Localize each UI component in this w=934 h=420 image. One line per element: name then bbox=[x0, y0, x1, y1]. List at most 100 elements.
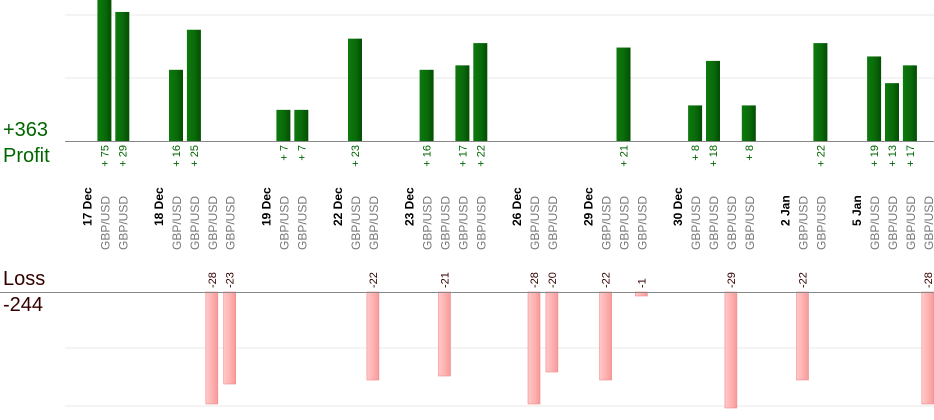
loss-value-label: -23 bbox=[225, 272, 237, 288]
loss-value-label: -28 bbox=[529, 272, 541, 288]
loss-bar bbox=[921, 291, 934, 405]
date-label: 18 Dec bbox=[152, 187, 166, 226]
loss-bar bbox=[796, 291, 809, 381]
pair-label: GBP/USD bbox=[188, 196, 202, 250]
pair-label: GBP/USD bbox=[349, 196, 363, 250]
loss-value-label: -28 bbox=[923, 272, 934, 288]
pair-label: GBP/USD bbox=[635, 196, 649, 250]
profit-bar bbox=[186, 29, 201, 141]
loss-bar bbox=[545, 291, 559, 373]
pair-label: GBP/USD bbox=[206, 196, 220, 250]
pair-label: GBP/USD bbox=[689, 196, 703, 250]
loss-bar bbox=[223, 291, 236, 385]
profit-label: Profit bbox=[3, 145, 50, 167]
pair-label: GBP/USD bbox=[618, 196, 632, 250]
pair-label: GBP/USD bbox=[725, 196, 739, 250]
loss-bar bbox=[366, 291, 380, 381]
loss-value-label: -28 bbox=[207, 272, 219, 288]
profit-value-label: + 8 bbox=[744, 145, 756, 161]
profit-bar bbox=[813, 43, 828, 141]
pair-label: GBP/USD bbox=[116, 196, 130, 250]
profit-bar bbox=[867, 56, 882, 142]
profit-bar bbox=[902, 65, 917, 141]
pair-label: GBP/USD bbox=[474, 196, 488, 250]
pair-label: GBP/USD bbox=[277, 196, 291, 250]
date-label: 17 Dec bbox=[81, 187, 95, 226]
profit-bar bbox=[885, 83, 899, 141]
pair-label: GBP/USD bbox=[868, 196, 882, 250]
loss-value-label: -1 bbox=[636, 278, 648, 288]
profit-value-label: + 7 bbox=[278, 145, 290, 161]
pair-label: GBP/USD bbox=[295, 196, 309, 250]
loss-bar bbox=[438, 291, 451, 377]
loss-value-label: -22 bbox=[798, 272, 810, 288]
pair-label: GBP/USD bbox=[367, 196, 381, 250]
pair-label: GBP/USD bbox=[797, 196, 811, 250]
loss-bar bbox=[724, 291, 738, 409]
loss-bar bbox=[205, 291, 219, 405]
profit-bar bbox=[97, 0, 112, 141]
profit-bar bbox=[419, 69, 434, 141]
pair-label: GBP/USD bbox=[707, 196, 721, 250]
loss-bar bbox=[527, 291, 541, 405]
profit-bar bbox=[741, 105, 756, 141]
loss-value-label: -20 bbox=[547, 272, 559, 288]
profit-value-label: + 16 bbox=[171, 145, 183, 167]
profit-bar bbox=[616, 47, 631, 141]
profit-bar bbox=[348, 38, 362, 141]
profit-bar bbox=[455, 65, 470, 141]
profit-bar bbox=[688, 105, 703, 141]
date-label: 22 Dec bbox=[331, 187, 345, 226]
profit-bar bbox=[169, 69, 183, 141]
pair-label: GBP/USD bbox=[456, 196, 470, 250]
profit-value-label: + 16 bbox=[422, 145, 434, 167]
pair-label: GBP/USD bbox=[528, 196, 542, 250]
date-label: 26 Dec bbox=[510, 187, 524, 226]
loss-value-label: -22 bbox=[601, 272, 613, 288]
loss-label: Loss bbox=[3, 268, 46, 290]
profit-value-label: + 17 bbox=[457, 145, 469, 167]
profit-value-label: + 7 bbox=[296, 145, 308, 161]
profit-value-label: + 19 bbox=[869, 145, 881, 167]
profit-bar bbox=[115, 11, 130, 142]
profit-bar bbox=[294, 109, 309, 141]
profit-value-label: + 29 bbox=[117, 145, 129, 167]
pair-label: GBP/USD bbox=[439, 196, 453, 250]
profit-value-label: + 8 bbox=[690, 145, 702, 161]
profit-value-label: + 25 bbox=[189, 145, 201, 167]
date-label: 30 Dec bbox=[671, 187, 685, 226]
profit-bar bbox=[706, 60, 720, 141]
pair-label: GBP/USD bbox=[170, 196, 184, 250]
loss-value-label: -29 bbox=[726, 272, 738, 288]
profit-value-label: + 22 bbox=[815, 145, 827, 167]
profit-value-label: + 18 bbox=[708, 145, 720, 167]
loss-value-label: -22 bbox=[368, 272, 380, 288]
pair-label: GBP/USD bbox=[886, 196, 900, 250]
profit-value-label: + 13 bbox=[887, 145, 899, 167]
date-label: 29 Dec bbox=[582, 187, 596, 226]
date-label: 19 Dec bbox=[260, 187, 274, 226]
pair-label: GBP/USD bbox=[814, 196, 828, 250]
profit-bar bbox=[473, 43, 488, 141]
pair-label: GBP/USD bbox=[922, 196, 934, 250]
date-label: 23 Dec bbox=[403, 187, 417, 226]
profit-value-label: + 23 bbox=[350, 145, 362, 167]
pair-label: GBP/USD bbox=[600, 196, 614, 250]
pair-label: GBP/USD bbox=[904, 196, 918, 250]
profit-value-label: + 22 bbox=[475, 145, 487, 167]
profit-value-label: + 17 bbox=[905, 145, 917, 167]
profit-total: +363 bbox=[3, 119, 49, 141]
loss-total: -244 bbox=[3, 294, 44, 316]
pair-label: GBP/USD bbox=[224, 196, 238, 250]
pair-label: GBP/USD bbox=[546, 196, 560, 250]
pair-label: GBP/USD bbox=[421, 196, 435, 250]
loss-bar bbox=[599, 291, 612, 381]
profit-value-label: + 21 bbox=[619, 145, 631, 167]
pair-label: GBP/USD bbox=[98, 196, 112, 250]
date-label: 5 Jan bbox=[850, 195, 864, 226]
profit-value-label: + 75 bbox=[99, 145, 111, 167]
loss-value-label: -21 bbox=[440, 272, 452, 288]
pair-label: GBP/USD bbox=[743, 196, 757, 250]
profit-bar bbox=[276, 109, 291, 141]
